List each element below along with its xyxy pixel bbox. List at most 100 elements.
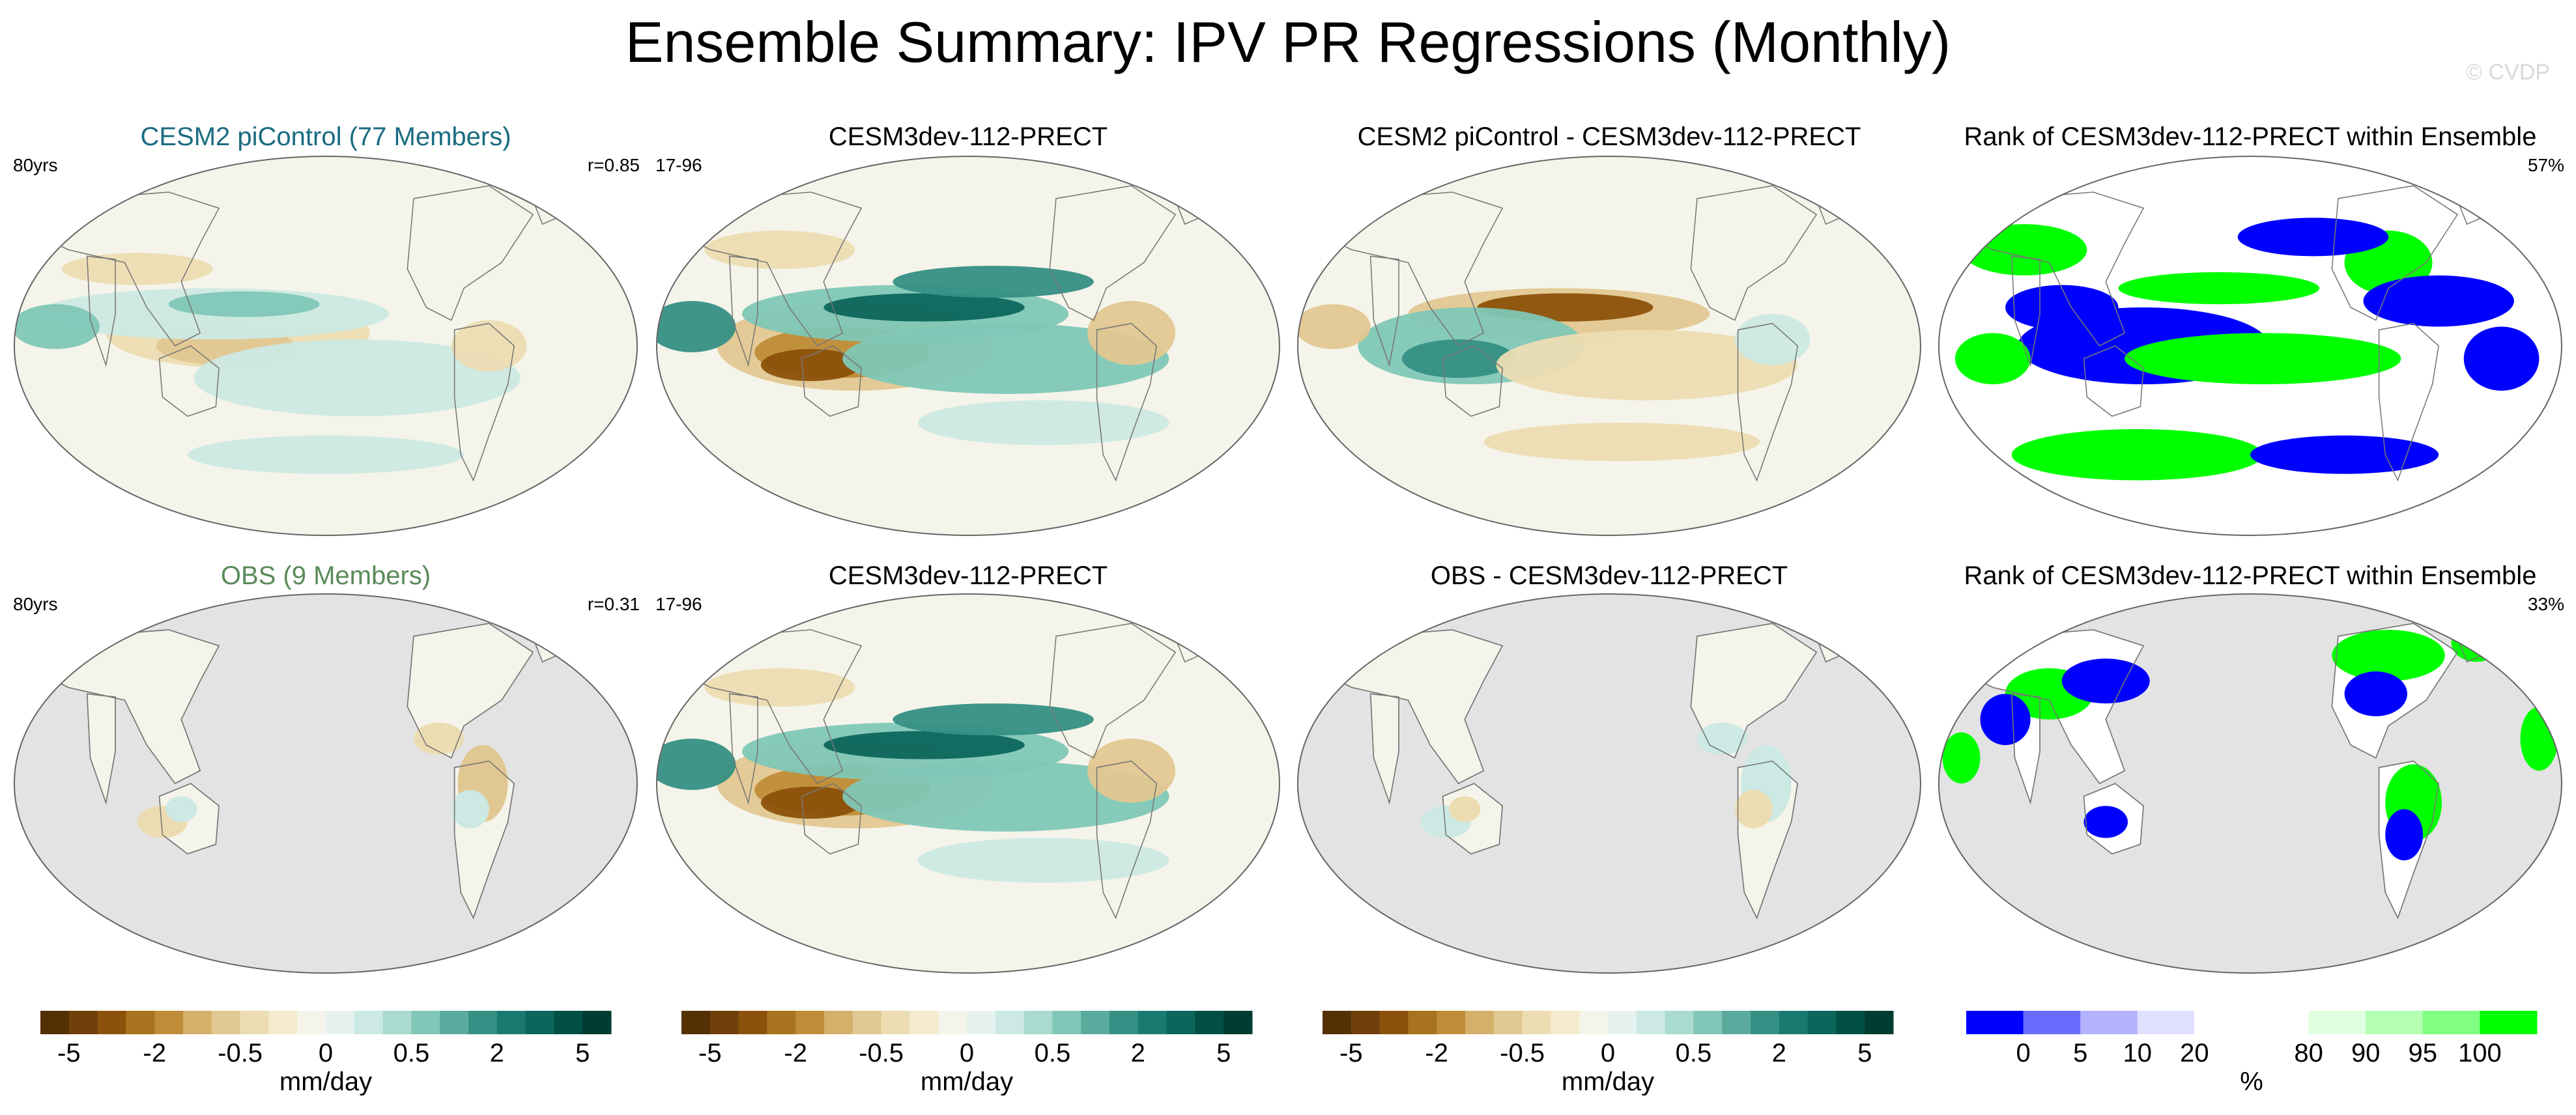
- continent-outline: [2378, 760, 2440, 920]
- colorbar-swatch: [2137, 1011, 2195, 1034]
- cvdp-watermark: © CVDP: [2466, 60, 2550, 85]
- colorbar-swatch: [1966, 1011, 2024, 1034]
- colorbar-swatch: [68, 1011, 98, 1034]
- colorbar-swatch: [1522, 1011, 1551, 1034]
- case-regression-map: [655, 593, 1280, 974]
- map-border: [1296, 593, 1921, 974]
- period-label: 17-96: [655, 155, 702, 175]
- panel-title: OBS (9 Members): [220, 561, 431, 590]
- colorbar-swatch: [824, 1011, 853, 1034]
- colorbar-swatch: [1493, 1011, 1523, 1034]
- colorbar-tick-label: -2: [143, 1039, 166, 1067]
- anomaly-region: [1483, 423, 1760, 461]
- colorbar-swatch: [2194, 1011, 2252, 1035]
- colorbar-tick-label: 90: [2351, 1039, 2381, 1067]
- continent-outline: [801, 783, 862, 855]
- colorbar-swatch: [1465, 1011, 1495, 1034]
- continent-outline: [2331, 623, 2459, 759]
- colorbar-tick-label: 0: [319, 1039, 333, 1067]
- anomaly-region: [1496, 330, 1798, 401]
- difference-map: [1296, 156, 1921, 536]
- rank-region: [1961, 224, 2087, 275]
- period-label: 80yrs: [13, 594, 58, 614]
- colorbar: 0 5 10 20 80 90 95 100%: [1966, 1011, 2538, 1095]
- anomaly-region: [193, 339, 521, 417]
- continent-outline: [453, 760, 515, 920]
- map-content: [14, 156, 637, 535]
- colorbar-swatch: [2480, 1011, 2538, 1034]
- anomaly-region: [169, 291, 320, 317]
- continent-outline: [1096, 322, 1158, 482]
- colorbar-swatch: [2422, 1011, 2480, 1034]
- continent-outline: [453, 322, 515, 482]
- colorbar-swatch: [967, 1011, 996, 1034]
- colorbar-swatch: [1865, 1011, 1894, 1034]
- rank-region: [2237, 218, 2389, 257]
- colorbar-swatch: [1693, 1011, 1723, 1034]
- anomaly-region: [823, 731, 1025, 759]
- panel-title: Rank of CESM3dev-112-PRECT within Ensemb…: [1964, 122, 2537, 151]
- colorbar-tick-label: 0: [2016, 1039, 2030, 1067]
- rank-region: [2344, 671, 2407, 716]
- colorbar-swatch: [709, 1011, 739, 1034]
- anomaly-region: [1696, 722, 1748, 755]
- continent-outline: [728, 693, 758, 805]
- rank-region: [2005, 285, 2119, 330]
- difference-map: [1296, 593, 1921, 974]
- continent-outline: [2083, 783, 2144, 855]
- colorbar-tick-label: -5: [57, 1039, 81, 1067]
- map-content: [1939, 594, 2562, 973]
- map-border: [1296, 156, 1921, 536]
- colorbar-tick-label: 95: [2409, 1039, 2438, 1067]
- anomaly-region: [413, 722, 465, 755]
- colorbar-swatch: [738, 1011, 767, 1034]
- map-border: [655, 156, 1280, 536]
- colorbar-unit-label: mm/day: [921, 1067, 1013, 1095]
- colorbar-swatch: [411, 1011, 440, 1034]
- colorbar-tick-label: -2: [784, 1039, 807, 1067]
- colorbar-swatch: [582, 1011, 612, 1034]
- anomaly-region: [451, 320, 527, 372]
- map-border: [13, 593, 638, 974]
- colorbar-unit-label: mm/day: [1562, 1067, 1654, 1095]
- colorbar-swatch: [995, 1011, 1025, 1034]
- colorbar-swatch: [681, 1011, 711, 1034]
- colorbar-swatch: [2080, 1011, 2138, 1034]
- colorbar-swatch: [126, 1011, 155, 1034]
- colorbar-swatch: [767, 1011, 796, 1034]
- colorbar: -5 -2 -0.5 0 0.5 2 5 mm/day: [681, 1011, 1253, 1095]
- continent-outline: [1369, 255, 1399, 367]
- colorbar-swatch: [2251, 1011, 2310, 1035]
- colorbar-swatch: [326, 1011, 355, 1034]
- rank-region: [1942, 732, 1981, 783]
- colorbar-swatch: [938, 1011, 967, 1034]
- continent-outline: [2083, 345, 2144, 417]
- colorbar-tick-label: 5: [1216, 1039, 1231, 1067]
- colorbar-swatch: [1579, 1011, 1609, 1034]
- case-regression-map: [655, 156, 1280, 536]
- map-content: [657, 594, 1280, 973]
- anomaly-region: [823, 293, 1025, 322]
- rank-region: [2118, 272, 2320, 305]
- anomaly-region: [842, 761, 1169, 832]
- colorbar-tick-label: 0.5: [1035, 1039, 1071, 1067]
- anomaly-region: [704, 668, 855, 707]
- colorbar-swatch: [1836, 1011, 1865, 1034]
- pattern-correlation-label: r=0.85: [587, 155, 640, 175]
- colorbar-tick-label: 5: [575, 1039, 590, 1067]
- colorbar-swatch: [468, 1011, 498, 1034]
- colorbar-swatch: [525, 1011, 554, 1034]
- colorbar-tick-label: 80: [2294, 1039, 2323, 1067]
- anomaly-region: [657, 739, 736, 790]
- anomaly-region: [760, 786, 862, 819]
- colorbar-swatch: [1408, 1011, 1437, 1034]
- map-border: [1938, 156, 2562, 536]
- rank-percent-label: 33%: [2527, 594, 2564, 614]
- period-label: 80yrs: [13, 155, 58, 175]
- anomaly-region: [62, 253, 213, 285]
- continent-outline: [407, 623, 534, 759]
- colorbar-tick-label: 2: [1772, 1039, 1786, 1067]
- rank-region: [1954, 333, 2031, 384]
- colorbar-swatch: [2308, 1011, 2366, 1034]
- colorbar-swatch: [1751, 1011, 1780, 1034]
